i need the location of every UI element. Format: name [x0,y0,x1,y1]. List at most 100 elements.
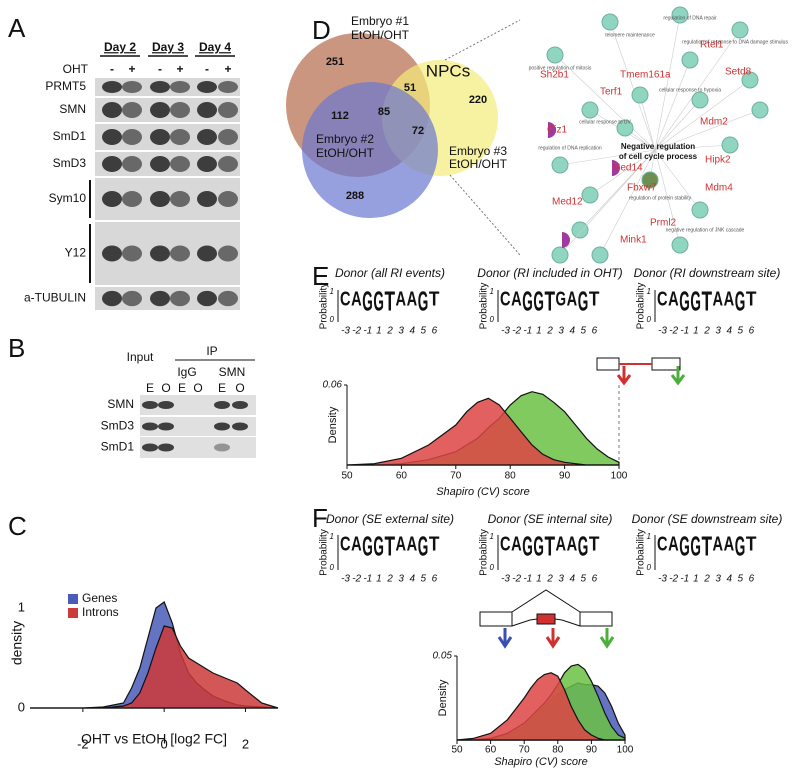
blot-band [102,191,122,207]
gene-label: Prml2 [650,218,677,229]
logo-letter: T [544,285,555,316]
logo-ylabel: Probability [319,529,330,576]
logo-letter: T [544,530,555,561]
logo-letter: T [746,288,757,310]
treatment-label: OHT [63,62,89,76]
x-tick-label: 0 [161,736,168,751]
gene-label: Hipk2 [705,155,731,166]
logo-letter: A [351,533,362,555]
logo-title: Donor (RI included in OHT) [477,266,622,280]
blot-band [102,81,122,93]
blot-band [122,245,142,262]
edge [599,149,656,256]
logo-letter: A [511,533,522,555]
blot-band [102,245,122,262]
panel-label: A [8,13,26,43]
row-label: PRMT5 [45,79,86,93]
position-label: -1 [680,326,689,337]
venn-count: 51 [404,82,416,94]
gene-label: Terf1 [600,87,623,98]
logo-letter: G [679,285,690,316]
y-tick-label: 0 [18,699,25,714]
blot-band [214,401,230,409]
x-tick-label: 100 [611,471,628,482]
blot-band [232,401,248,409]
venn-count: 85 [378,106,390,118]
blot-band [122,191,142,207]
blot-band [218,290,238,307]
gene-label: Rtel1 [700,40,724,51]
blot-band [158,422,174,431]
logo-letter: G [522,530,533,561]
x-tick-label: 80 [552,745,564,756]
blot-strip [140,395,256,415]
blot-band [150,129,170,145]
position-label: 5 [581,574,587,585]
logo-letter: A [668,288,679,310]
logo-ytick: 0 [647,563,652,572]
blot-band [142,422,158,431]
logo-letter: C [500,288,511,310]
blot-band [142,443,158,452]
position-label: -1 [363,326,372,337]
logo-ytick: 0 [490,563,495,572]
x-axis-label: OHT vs EtOH [log2 FC] [81,731,227,747]
logo-letter: G [533,530,544,561]
x-tick-label: 70 [450,471,462,482]
central-term: Negative regulation [621,142,695,151]
network-node [751,101,769,119]
y-tick-label: 1 [18,599,25,614]
position-label: 4 [726,574,732,585]
position-label: -3 [501,574,510,585]
blot-band [232,422,248,431]
blot-band [170,290,190,307]
term-label: regulation of response to DNA damage sti… [682,39,788,45]
edge [559,149,656,256]
logo-letter: C [340,533,351,555]
position-label: 2 [546,574,553,585]
logo-letter: A [713,533,724,555]
position-label: -1 [523,574,532,585]
logo-letter: A [567,288,578,310]
logo-letter: G [735,285,746,316]
logo-ytick: 1 [647,287,651,296]
edge [589,149,656,196]
blot-band [142,401,158,409]
venn-count: 72 [412,125,424,137]
logo-letter: T [589,533,600,555]
logo-letter: G [679,530,690,561]
blot-strip [140,417,256,436]
row-label: Sym10 [49,191,87,205]
position-label: 6 [432,326,438,337]
x-axis-label: Shapiro (CV) score [494,756,588,768]
row-label: SmD1 [53,129,87,143]
position-label: -2 [669,574,678,585]
sign: + [128,62,135,76]
y-tick-label: 0.05 [433,651,453,662]
legend-label: Introns [82,605,119,619]
logo-letter: G [578,530,589,561]
logo-letter: G [418,285,429,316]
position-label: -2 [352,574,361,585]
panel-label: B [8,333,25,363]
venn-label: Embryo #3 [449,144,507,158]
network-node [731,21,749,39]
gene-label: Fbxw7 [627,183,657,194]
sign: - [205,62,209,76]
logo-ylabel: Probability [319,283,330,330]
logo-letter: A [668,533,679,555]
venn-count: 288 [346,190,364,202]
day-label: Day 3 [152,40,184,54]
network-node [551,246,569,264]
blot-band [170,81,190,93]
logo-letter: C [340,288,351,310]
blot-band [158,443,174,452]
sign: + [224,62,231,76]
blot-band [197,156,217,172]
term-label: regulation of protein stability [629,195,692,201]
position-label: 1 [693,574,699,585]
network-node [681,51,699,69]
logo-letter: A [407,533,418,555]
sign: - [110,62,114,76]
logo-letter: T [701,530,712,561]
